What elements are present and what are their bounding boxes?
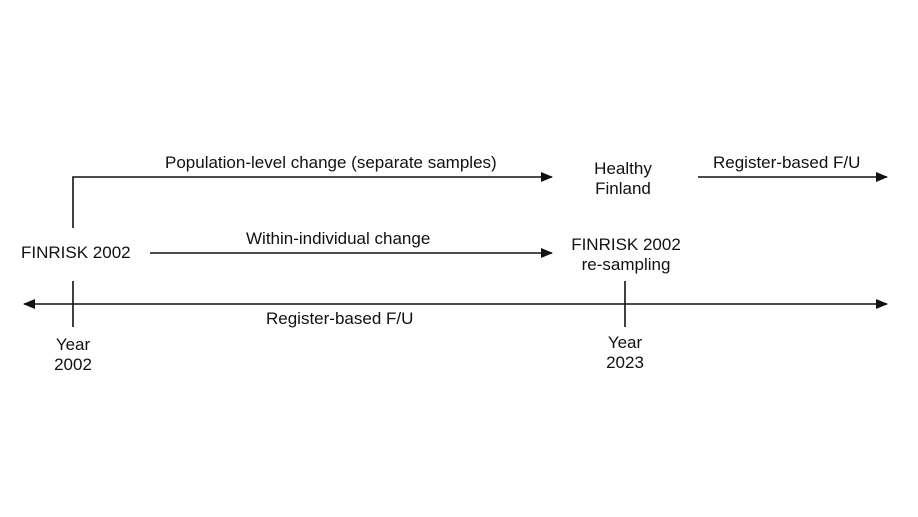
population-change-label: Population-level change (separate sample… [165,153,497,172]
year-2023-label: Year 2023 [595,333,655,373]
register-fu-top-label: Register-based F/U [713,153,861,172]
year-2023-line1: Year [607,333,643,352]
year-2002-label: Year 2002 [43,335,103,375]
year-2002-line1: Year [55,335,91,354]
healthy-finland-label: Healthy Finland [573,159,673,199]
population-change-arrow [72,172,553,228]
register-fu-timeline-label: Register-based F/U [266,309,414,328]
healthy-finland-line1: Healthy [594,159,652,178]
finrisk-2002-label: FINRISK 2002 [21,243,131,262]
year-2002-line2: 2002 [54,355,92,374]
finrisk-resampling-label: FINRISK 2002 re-sampling [556,235,696,275]
finrisk-resampling-line2: re-sampling [581,255,671,274]
year-2023-line2: 2023 [606,353,644,372]
healthy-finland-line2: Finland [595,179,651,198]
finrisk-resampling-line1: FINRISK 2002 [571,235,681,254]
within-change-label: Within-individual change [246,229,431,248]
